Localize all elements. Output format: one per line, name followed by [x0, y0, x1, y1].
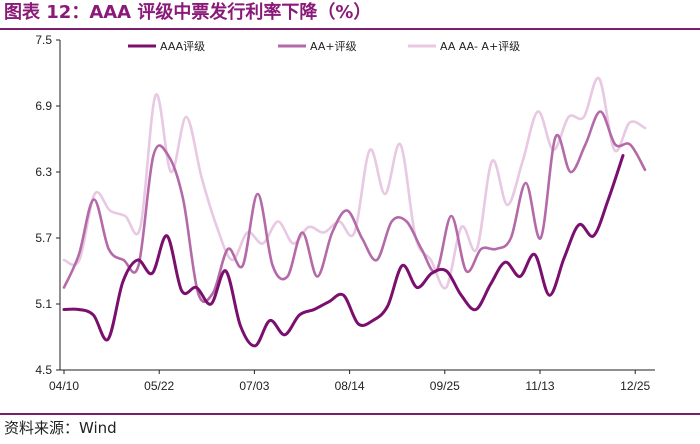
y-tick-label: 6.9: [35, 99, 52, 113]
y-axis-ticks: 7.5 6.9 6.3 5.7 5.1 4.5: [35, 33, 60, 377]
source-note: 资料来源：Wind: [4, 419, 117, 437]
line-chart: 7.56.96.35.75.14.5 04/10 05/22 07/03 08/14 0…: [35, 33, 655, 393]
series-line-1: [62, 154, 625, 348]
y-tick-label: 5.1: [35, 297, 52, 311]
y-tick-label: 5.7: [35, 231, 52, 245]
title-divider: [0, 28, 700, 30]
legend-label: AA+评级: [310, 40, 357, 53]
y-tick-label: 4.5: [35, 363, 52, 377]
series-line-3: [62, 77, 647, 290]
x-axis-ticks: 04/10 05/22 07/03 08/14 09/25 11/13 12/25: [49, 370, 651, 393]
x-tick-label: 04/10: [49, 379, 79, 393]
x-tick-label: 05/22: [144, 379, 174, 393]
y-tick-label: 6.3: [35, 165, 52, 179]
chart-title: 图表 12：AAA 评级中票发行利率下降（%）: [4, 2, 372, 23]
series-line-2: [62, 110, 647, 304]
legend-label: AAA评级: [160, 40, 205, 53]
x-tick-label: 12/25: [620, 379, 650, 393]
x-tick-label: 09/25: [430, 379, 460, 393]
legend-label: AA AA- A+评级: [440, 40, 520, 53]
x-tick-label: 08/14: [335, 379, 365, 393]
footer-divider: [0, 413, 700, 415]
y-tick-label: 7.5: [35, 33, 52, 47]
x-tick-label: 07/03: [239, 379, 269, 393]
chart-legend: AAA评级 AA+评级 AA AA- A+评级: [128, 40, 520, 53]
x-tick-label: 11/13: [525, 379, 554, 393]
chart-series: [62, 77, 647, 348]
